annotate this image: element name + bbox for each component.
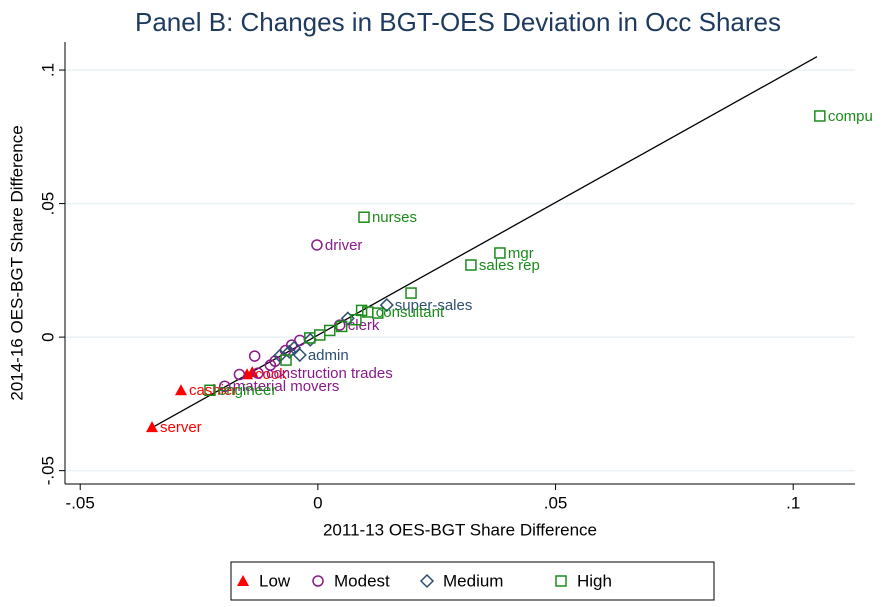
point-label: cashier [189, 382, 237, 399]
marker [246, 366, 259, 378]
marker [814, 110, 826, 122]
marker [358, 211, 370, 223]
point-label: compu [828, 108, 873, 125]
marker [405, 287, 417, 299]
x-tick-label: 0 [313, 493, 322, 512]
point-label: engineer [218, 382, 276, 399]
x-axis-title: 2011-13 OES-BGT Share Difference [323, 520, 597, 539]
marker [252, 367, 264, 379]
legend-label: Medium [443, 571, 503, 590]
marker [340, 311, 355, 326]
chart-title: Panel B: Changes in BGT-OES Deviation in… [135, 7, 781, 37]
point-label: clerk [348, 317, 380, 334]
legend-label: Modest [334, 571, 390, 590]
x-tick-label: .05 [544, 493, 568, 512]
point-label: super-sales [395, 297, 473, 314]
point-label: driver [325, 237, 363, 254]
marker [218, 380, 231, 393]
marker [174, 384, 187, 396]
point-label: admin [308, 347, 349, 364]
marker [465, 259, 477, 271]
point-label: server [160, 419, 202, 436]
fit-line [151, 56, 818, 429]
point-label: consultant [376, 304, 445, 321]
point-label: mgr [508, 245, 534, 262]
marker [372, 307, 384, 319]
y-tick-label: -.05 [38, 456, 57, 485]
point-label: cook [255, 366, 287, 383]
marker [311, 239, 323, 251]
marker [282, 344, 297, 359]
x-tick-label: .1 [786, 493, 800, 512]
y-tick-label: 0 [38, 332, 57, 341]
point-label: nurses [372, 209, 417, 226]
marker [204, 384, 216, 397]
marker [304, 332, 316, 344]
marker [233, 368, 246, 381]
x-tick-label: -.05 [66, 493, 95, 512]
legend-marker [237, 575, 249, 586]
marker [145, 421, 158, 433]
legend-box [230, 561, 715, 601]
legend-label: High [577, 571, 612, 590]
marker [350, 314, 362, 326]
marker [494, 247, 506, 259]
y-axis-title: 2014-16 OES-BGT Share Difference [7, 125, 26, 400]
marker [248, 350, 261, 362]
point-label: material movers [233, 378, 340, 395]
legend-marker [312, 575, 324, 587]
marker [272, 348, 287, 363]
marker [379, 298, 394, 313]
y-tick-label: .05 [38, 192, 57, 216]
legend-marker [555, 575, 567, 587]
marker [292, 347, 307, 363]
marker [335, 320, 348, 333]
marker [287, 340, 302, 355]
point-label: construction trades [266, 365, 393, 382]
legend-marker [419, 573, 435, 589]
point-label: sales rep [479, 257, 540, 274]
y-tick-label: .1 [38, 63, 57, 77]
legend-label: Low [259, 571, 291, 590]
marker [280, 354, 292, 366]
